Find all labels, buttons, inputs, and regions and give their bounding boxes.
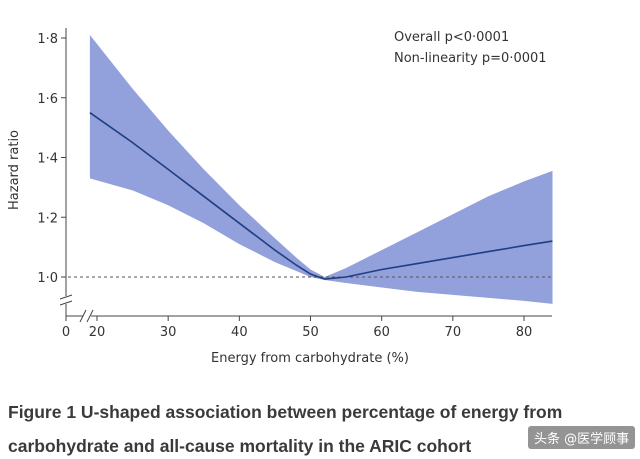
- hazard-ratio-line: [89, 112, 553, 280]
- x-tick-label: 50: [302, 325, 319, 340]
- x-tick-label: 20: [89, 325, 106, 340]
- figure-caption-line-1: Figure 1 U-shaped association between pe…: [8, 402, 563, 422]
- x-axis-title: Energy from carbohydrate (%): [211, 351, 409, 366]
- annotation-overall-p: Overall p<0·0001: [394, 30, 509, 45]
- y-tick-label: 1·6: [37, 92, 58, 107]
- x-axis-break-mark: [79, 309, 87, 323]
- chart: 0 20 30 40 50 60 70 80 1·0 1·2 1·4 1·6 1·8 Energy fr…: [7, 28, 553, 366]
- y-tick-label: 1·0: [37, 271, 58, 286]
- ticks-layer: 0 20 30 40 50 60 70 80 1·0 1·2 1·4 1·6 1·8: [37, 32, 532, 340]
- y-tick-label: 1·4: [37, 152, 58, 167]
- y-axis-break-mark: [59, 300, 73, 306]
- x-tick-label: 0: [62, 325, 70, 340]
- ci-band-layer: [89, 35, 553, 304]
- x-tick-label: 70: [445, 325, 462, 340]
- x-axis-break-mark: [86, 309, 94, 323]
- watermark: 头条 @医学顾事: [528, 426, 636, 449]
- figure-caption-line-2: carbohydrate and all-cause mortality in …: [8, 436, 472, 456]
- y-tick-label: 1·8: [37, 32, 58, 47]
- hazard-line-layer: [89, 112, 553, 280]
- x-tick-label: 80: [516, 325, 533, 340]
- y-axis-title: Hazard ratio: [7, 130, 22, 210]
- annotation-nonlinearity-p: Non-linearity p=0·0001: [394, 51, 547, 66]
- y-tick-label: 1·2: [37, 211, 58, 226]
- x-tick-label: 40: [231, 325, 248, 340]
- x-tick-label: 60: [373, 325, 390, 340]
- x-tick-label: 30: [160, 325, 177, 340]
- y-axis-break-mark: [59, 294, 73, 300]
- confidence-band: [89, 35, 553, 304]
